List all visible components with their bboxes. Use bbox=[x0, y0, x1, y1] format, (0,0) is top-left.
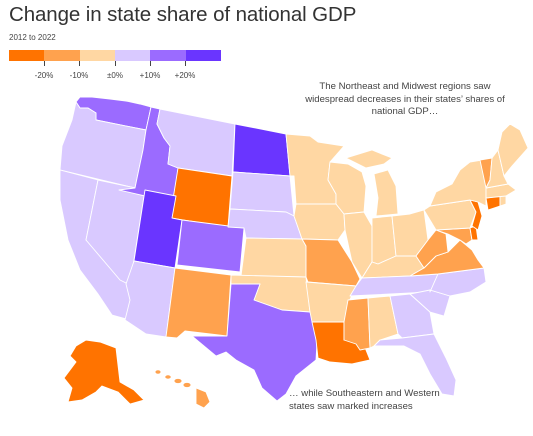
state-IA[interactable] bbox=[293, 203, 346, 241]
legend-tick-label: +10% bbox=[139, 71, 161, 80]
legend-tick bbox=[44, 61, 45, 66]
state-WV[interactable] bbox=[415, 229, 449, 269]
legend-swatch-5 bbox=[150, 50, 186, 61]
state-NY[interactable] bbox=[429, 159, 487, 207]
color-legend bbox=[9, 50, 221, 61]
map-title: Change in state share of national GDP bbox=[9, 3, 357, 26]
state-HI[interactable] bbox=[154, 369, 211, 409]
legend-tick-label: -20% bbox=[34, 71, 54, 80]
legend-tick-label: -10% bbox=[69, 71, 89, 80]
legend-tick bbox=[185, 61, 186, 66]
state-ND[interactable] bbox=[232, 123, 291, 177]
south-west-annotation: … while Southeastern and Western states … bbox=[289, 388, 440, 412]
legend-tick-label: ±0% bbox=[107, 71, 123, 80]
legend-swatch-2 bbox=[44, 50, 80, 61]
state-RI[interactable] bbox=[499, 195, 507, 207]
state-FL[interactable] bbox=[373, 333, 457, 397]
state-AK[interactable] bbox=[63, 339, 145, 405]
map-subtitle: 2012 to 2022 bbox=[9, 33, 56, 42]
legend-tick bbox=[150, 61, 151, 66]
state-ME[interactable] bbox=[497, 123, 529, 177]
legend-tick bbox=[115, 61, 116, 66]
state-CO[interactable] bbox=[176, 219, 245, 273]
state-NM[interactable] bbox=[165, 267, 232, 339]
legend-swatch-1 bbox=[9, 50, 45, 61]
state-MI[interactable] bbox=[345, 149, 399, 217]
state-WY[interactable] bbox=[169, 167, 233, 228]
legend-tick bbox=[79, 61, 80, 66]
state-KS[interactable] bbox=[240, 237, 307, 278]
state-SC[interactable] bbox=[409, 289, 451, 317]
legend-swatch-6 bbox=[185, 50, 221, 61]
legend-tick-label: +20% bbox=[174, 71, 196, 80]
legend-swatch-4 bbox=[114, 50, 151, 61]
state-TX[interactable] bbox=[191, 283, 319, 402]
northeast-annotation: The Northeast and Midwest regions saw wi… bbox=[305, 81, 505, 117]
legend-swatch-3 bbox=[79, 50, 115, 61]
